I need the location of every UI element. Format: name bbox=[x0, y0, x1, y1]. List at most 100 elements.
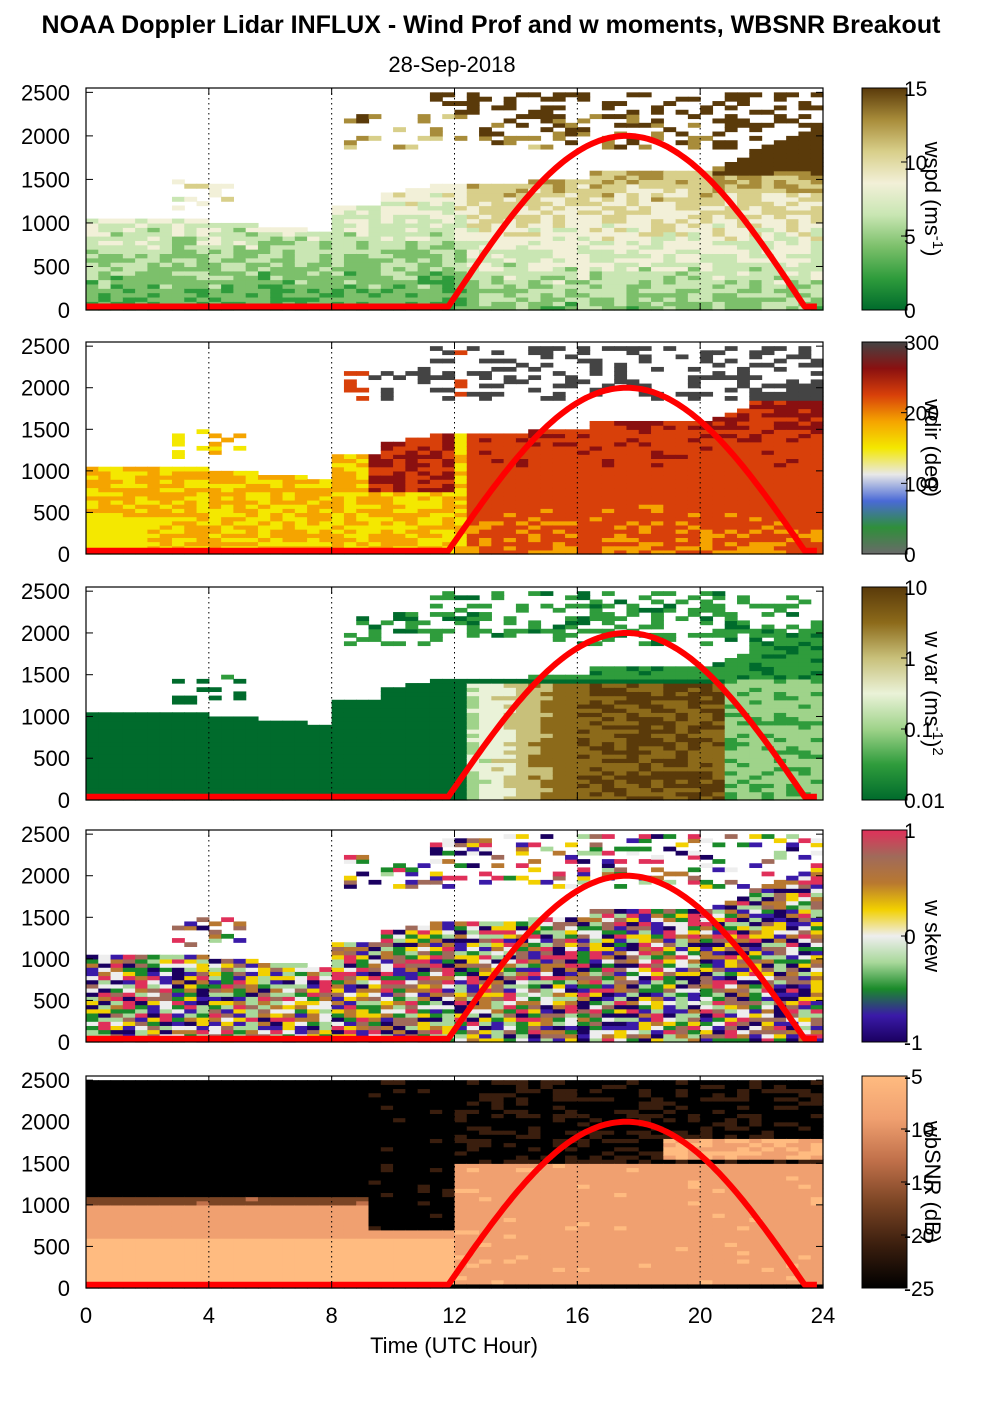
heatmap-cell bbox=[98, 270, 112, 276]
heatmap-cell bbox=[724, 475, 738, 480]
heatmap-cell bbox=[749, 127, 763, 133]
heatmap-cell bbox=[773, 412, 787, 418]
heatmap-cell bbox=[454, 218, 468, 224]
heatmap-cell bbox=[405, 754, 419, 759]
heatmap-cell bbox=[319, 541, 333, 547]
heatmap-cell bbox=[257, 479, 271, 484]
heatmap-cell bbox=[687, 170, 701, 176]
heatmap-cell bbox=[638, 512, 652, 518]
heatmap-cell bbox=[159, 249, 173, 255]
heatmap-cell bbox=[405, 691, 419, 697]
heatmap-cell bbox=[675, 516, 689, 522]
heatmap-cell bbox=[528, 533, 542, 538]
heatmap-cell bbox=[540, 491, 554, 497]
heatmap-cell bbox=[638, 122, 652, 128]
heatmap-cell bbox=[319, 236, 333, 241]
heatmap-cell bbox=[651, 236, 664, 241]
heatmap-cell bbox=[171, 524, 185, 530]
heatmap-cell bbox=[429, 695, 443, 701]
heatmap-cell bbox=[171, 218, 185, 224]
heatmap-cell bbox=[479, 683, 492, 688]
heatmap-cell bbox=[393, 487, 406, 493]
heatmap-cell bbox=[528, 729, 542, 734]
heatmap-cell bbox=[577, 445, 591, 451]
heatmap-cell bbox=[417, 379, 431, 385]
heatmap-cell bbox=[221, 296, 234, 302]
heatmap-cell bbox=[110, 292, 124, 298]
heatmap-cell bbox=[786, 512, 800, 518]
heatmap-cell bbox=[380, 270, 394, 276]
heatmap-cell bbox=[565, 462, 578, 468]
heatmap-cell bbox=[712, 201, 726, 207]
heatmap-cell bbox=[565, 279, 578, 285]
heatmap-cell bbox=[331, 466, 345, 472]
heatmap-cell bbox=[663, 454, 677, 459]
heatmap-cell bbox=[466, 749, 480, 755]
heatmap-cell bbox=[307, 529, 320, 534]
heatmap-cell bbox=[712, 450, 726, 455]
heatmap-cell bbox=[712, 253, 726, 259]
heatmap-cell bbox=[356, 749, 370, 755]
heatmap-cell bbox=[405, 491, 419, 497]
heatmap-cell bbox=[761, 205, 775, 211]
heatmap-cell bbox=[540, 758, 554, 764]
heatmap-cell bbox=[626, 301, 640, 307]
heatmap-cell bbox=[601, 209, 615, 215]
heatmap-cell bbox=[773, 92, 787, 98]
heatmap-cell bbox=[393, 192, 406, 198]
heatmap-cell bbox=[749, 179, 763, 185]
heatmap-cell bbox=[737, 157, 750, 163]
heatmap-cell bbox=[577, 127, 591, 133]
heatmap-cell bbox=[368, 288, 382, 294]
heatmap-cell bbox=[221, 499, 234, 505]
heatmap-cell bbox=[159, 227, 173, 233]
heatmap-cell bbox=[675, 131, 689, 137]
heatmap-cell bbox=[405, 616, 419, 622]
heatmap-cell bbox=[135, 741, 149, 747]
heatmap-cell bbox=[565, 227, 578, 233]
heatmap-cell bbox=[159, 504, 173, 509]
heatmap-cell bbox=[700, 201, 714, 207]
heatmap-cell bbox=[159, 470, 173, 476]
heatmap-cell bbox=[638, 795, 652, 801]
heatmap-cell bbox=[98, 231, 112, 237]
heatmap-cell bbox=[638, 524, 652, 530]
heatmap-cell bbox=[503, 549, 517, 555]
heatmap-cell bbox=[122, 749, 136, 755]
heatmap-cell bbox=[565, 716, 578, 722]
heatmap-cell bbox=[724, 483, 738, 489]
heatmap-cell bbox=[282, 279, 296, 285]
heatmap-cell bbox=[466, 462, 480, 468]
heatmap-cell bbox=[761, 454, 775, 459]
heatmap-cell bbox=[540, 196, 554, 202]
heatmap-cell bbox=[540, 296, 554, 302]
heatmap-cell bbox=[552, 192, 566, 198]
heatmap-cell bbox=[171, 279, 185, 285]
heatmap-cell bbox=[712, 175, 726, 181]
heatmap-cell bbox=[663, 296, 677, 302]
heatmap-cell bbox=[208, 483, 222, 489]
heatmap-cell bbox=[798, 196, 812, 202]
heatmap-cell bbox=[761, 545, 775, 551]
heatmap-cell bbox=[626, 466, 640, 472]
heatmap-cell bbox=[135, 266, 149, 272]
heatmap-cell bbox=[331, 253, 345, 259]
heatmap-cell bbox=[429, 495, 443, 501]
heatmap-cell bbox=[638, 758, 652, 764]
heatmap-cell bbox=[601, 383, 615, 389]
heatmap-cell bbox=[135, 745, 149, 751]
heatmap-cell bbox=[270, 262, 284, 268]
heatmap-cell bbox=[749, 458, 763, 464]
heatmap-cell bbox=[589, 729, 603, 734]
y-tick-label: 0 bbox=[58, 542, 70, 567]
heatmap-cell bbox=[110, 537, 124, 543]
heatmap-cell bbox=[343, 279, 357, 285]
heatmap-cell bbox=[491, 105, 505, 111]
heatmap-cell bbox=[638, 462, 652, 468]
heatmap-cell bbox=[221, 724, 234, 730]
heatmap-cell bbox=[614, 741, 628, 747]
heatmap-cell bbox=[135, 779, 149, 784]
heatmap-cell bbox=[491, 192, 505, 198]
heatmap-cell bbox=[626, 109, 640, 115]
heatmap-cell bbox=[98, 487, 112, 493]
